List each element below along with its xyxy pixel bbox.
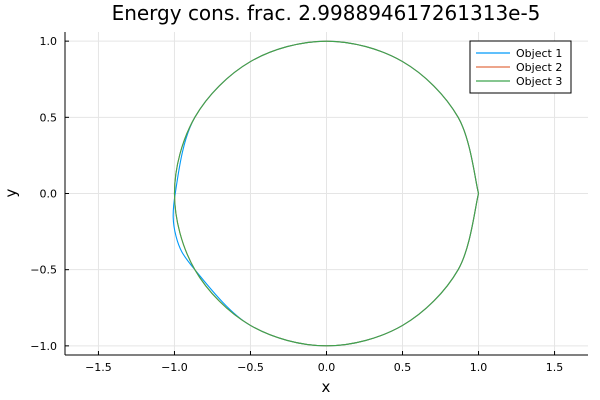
- y-tick-label: 0.5: [40, 111, 58, 124]
- series-line-object-3: [173, 40, 480, 347]
- legend-label: Object 2: [516, 61, 562, 74]
- x-tick-label: −0.5: [237, 361, 264, 374]
- x-ticks: −1.5 −1.0 −0.5 0.0 0.5 1.0 1.5: [85, 351, 563, 374]
- series-group: [172, 40, 480, 347]
- y-axis-label: y: [2, 188, 20, 197]
- x-tick-label: −1.0: [161, 361, 188, 374]
- legend-label: Object 1: [516, 47, 562, 60]
- x-tick-label: 0.0: [318, 361, 336, 374]
- x-tick-label: 1.0: [470, 361, 488, 374]
- chart-title: Energy cons. frac. 2.998894617261313e-5: [112, 1, 541, 25]
- x-axis-label: x: [322, 378, 331, 396]
- x-tick-label: 0.5: [394, 361, 412, 374]
- y-tick-label: 0.0: [40, 188, 58, 201]
- x-tick-label: 1.5: [546, 361, 564, 374]
- y-tick-label: −0.5: [30, 264, 57, 277]
- legend-label: Object 3: [516, 75, 562, 88]
- y-ticks: −1.0 −0.5 0.0 0.5 1.0: [30, 35, 69, 353]
- x-tick-label: −1.5: [85, 361, 112, 374]
- y-tick-label: 1.0: [40, 35, 58, 48]
- y-tick-label: −1.0: [30, 340, 57, 353]
